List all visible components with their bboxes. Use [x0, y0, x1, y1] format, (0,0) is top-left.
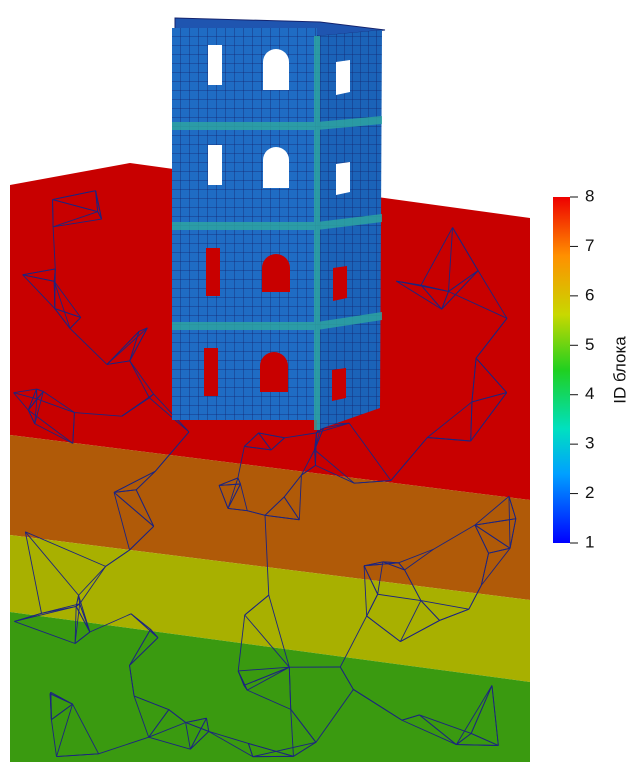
page: ID блока 12345678 (() => { const data = …: [0, 0, 632, 762]
colorbar-tick-label: 6: [585, 285, 594, 304]
colorbar-tick-label: 4: [585, 384, 594, 403]
colorbar-tick-label: 3: [585, 434, 594, 453]
colorbar: ID блока 1 2 3 4 5 6 7 8: [553, 186, 629, 551]
colorbar-tick-label: 8: [585, 186, 594, 205]
mesh-edge: [53, 200, 54, 227]
colorbar-tick-label: 2: [585, 483, 594, 502]
colorbar-gradient: [553, 197, 570, 543]
colorbar-tick-label: 5: [585, 335, 594, 354]
scene: ID блока 1 2 3 4 5 6 7 8: [0, 0, 632, 762]
colorbar-tick-label: 1: [585, 532, 594, 551]
tower: [172, 18, 385, 430]
colorbar-tick-label: 7: [585, 236, 594, 255]
colorbar-title: ID блока: [610, 336, 629, 404]
